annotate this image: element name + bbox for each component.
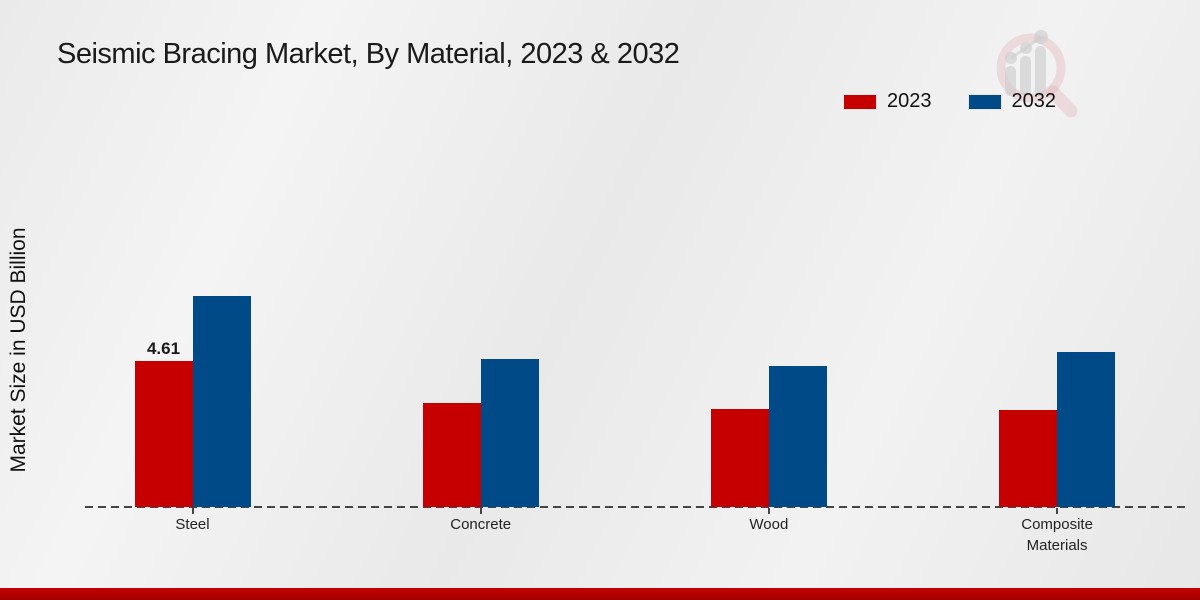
legend-item-2023: 2023 (843, 90, 932, 113)
bar-2023-composite-materials (999, 410, 1058, 507)
bar-2023-concrete (422, 403, 481, 507)
chart-title: Seismic Bracing Market, By Material, 202… (57, 38, 680, 70)
watermark-logo-icon (996, 30, 1078, 118)
category-label-concrete: Concrete (450, 516, 512, 533)
category-label-composite-materials: Composite Materials (1021, 516, 1093, 554)
legend-label-2032: 2032 (1011, 90, 1057, 112)
x-axis-tick (479, 508, 482, 514)
bar-2023-wood (710, 409, 769, 507)
legend-item-2032: 2032 (967, 90, 1057, 113)
bar-2023-steel (134, 361, 193, 507)
footer-accent-bar (0, 588, 1200, 600)
bar-2032-wood (768, 366, 827, 507)
x-axis-baseline (85, 506, 1190, 508)
legend-swatch-2023 (843, 93, 877, 110)
x-axis-tick (1056, 508, 1059, 514)
category-label-wood: Wood (749, 516, 789, 533)
category-label-steel: Steel (175, 516, 210, 533)
bar-2032-concrete (480, 359, 539, 507)
legend: 2023 2032 (843, 90, 1056, 113)
x-axis-tick (767, 508, 770, 514)
legend-swatch-2032 (967, 93, 1002, 110)
bar-2032-composite-materials (1057, 352, 1116, 507)
legend-label-2023: 2023 (887, 90, 932, 112)
x-axis-tick (191, 508, 194, 514)
bar-2032-steel (192, 296, 251, 507)
data-label-2023-steel: 4.61 (146, 339, 181, 358)
